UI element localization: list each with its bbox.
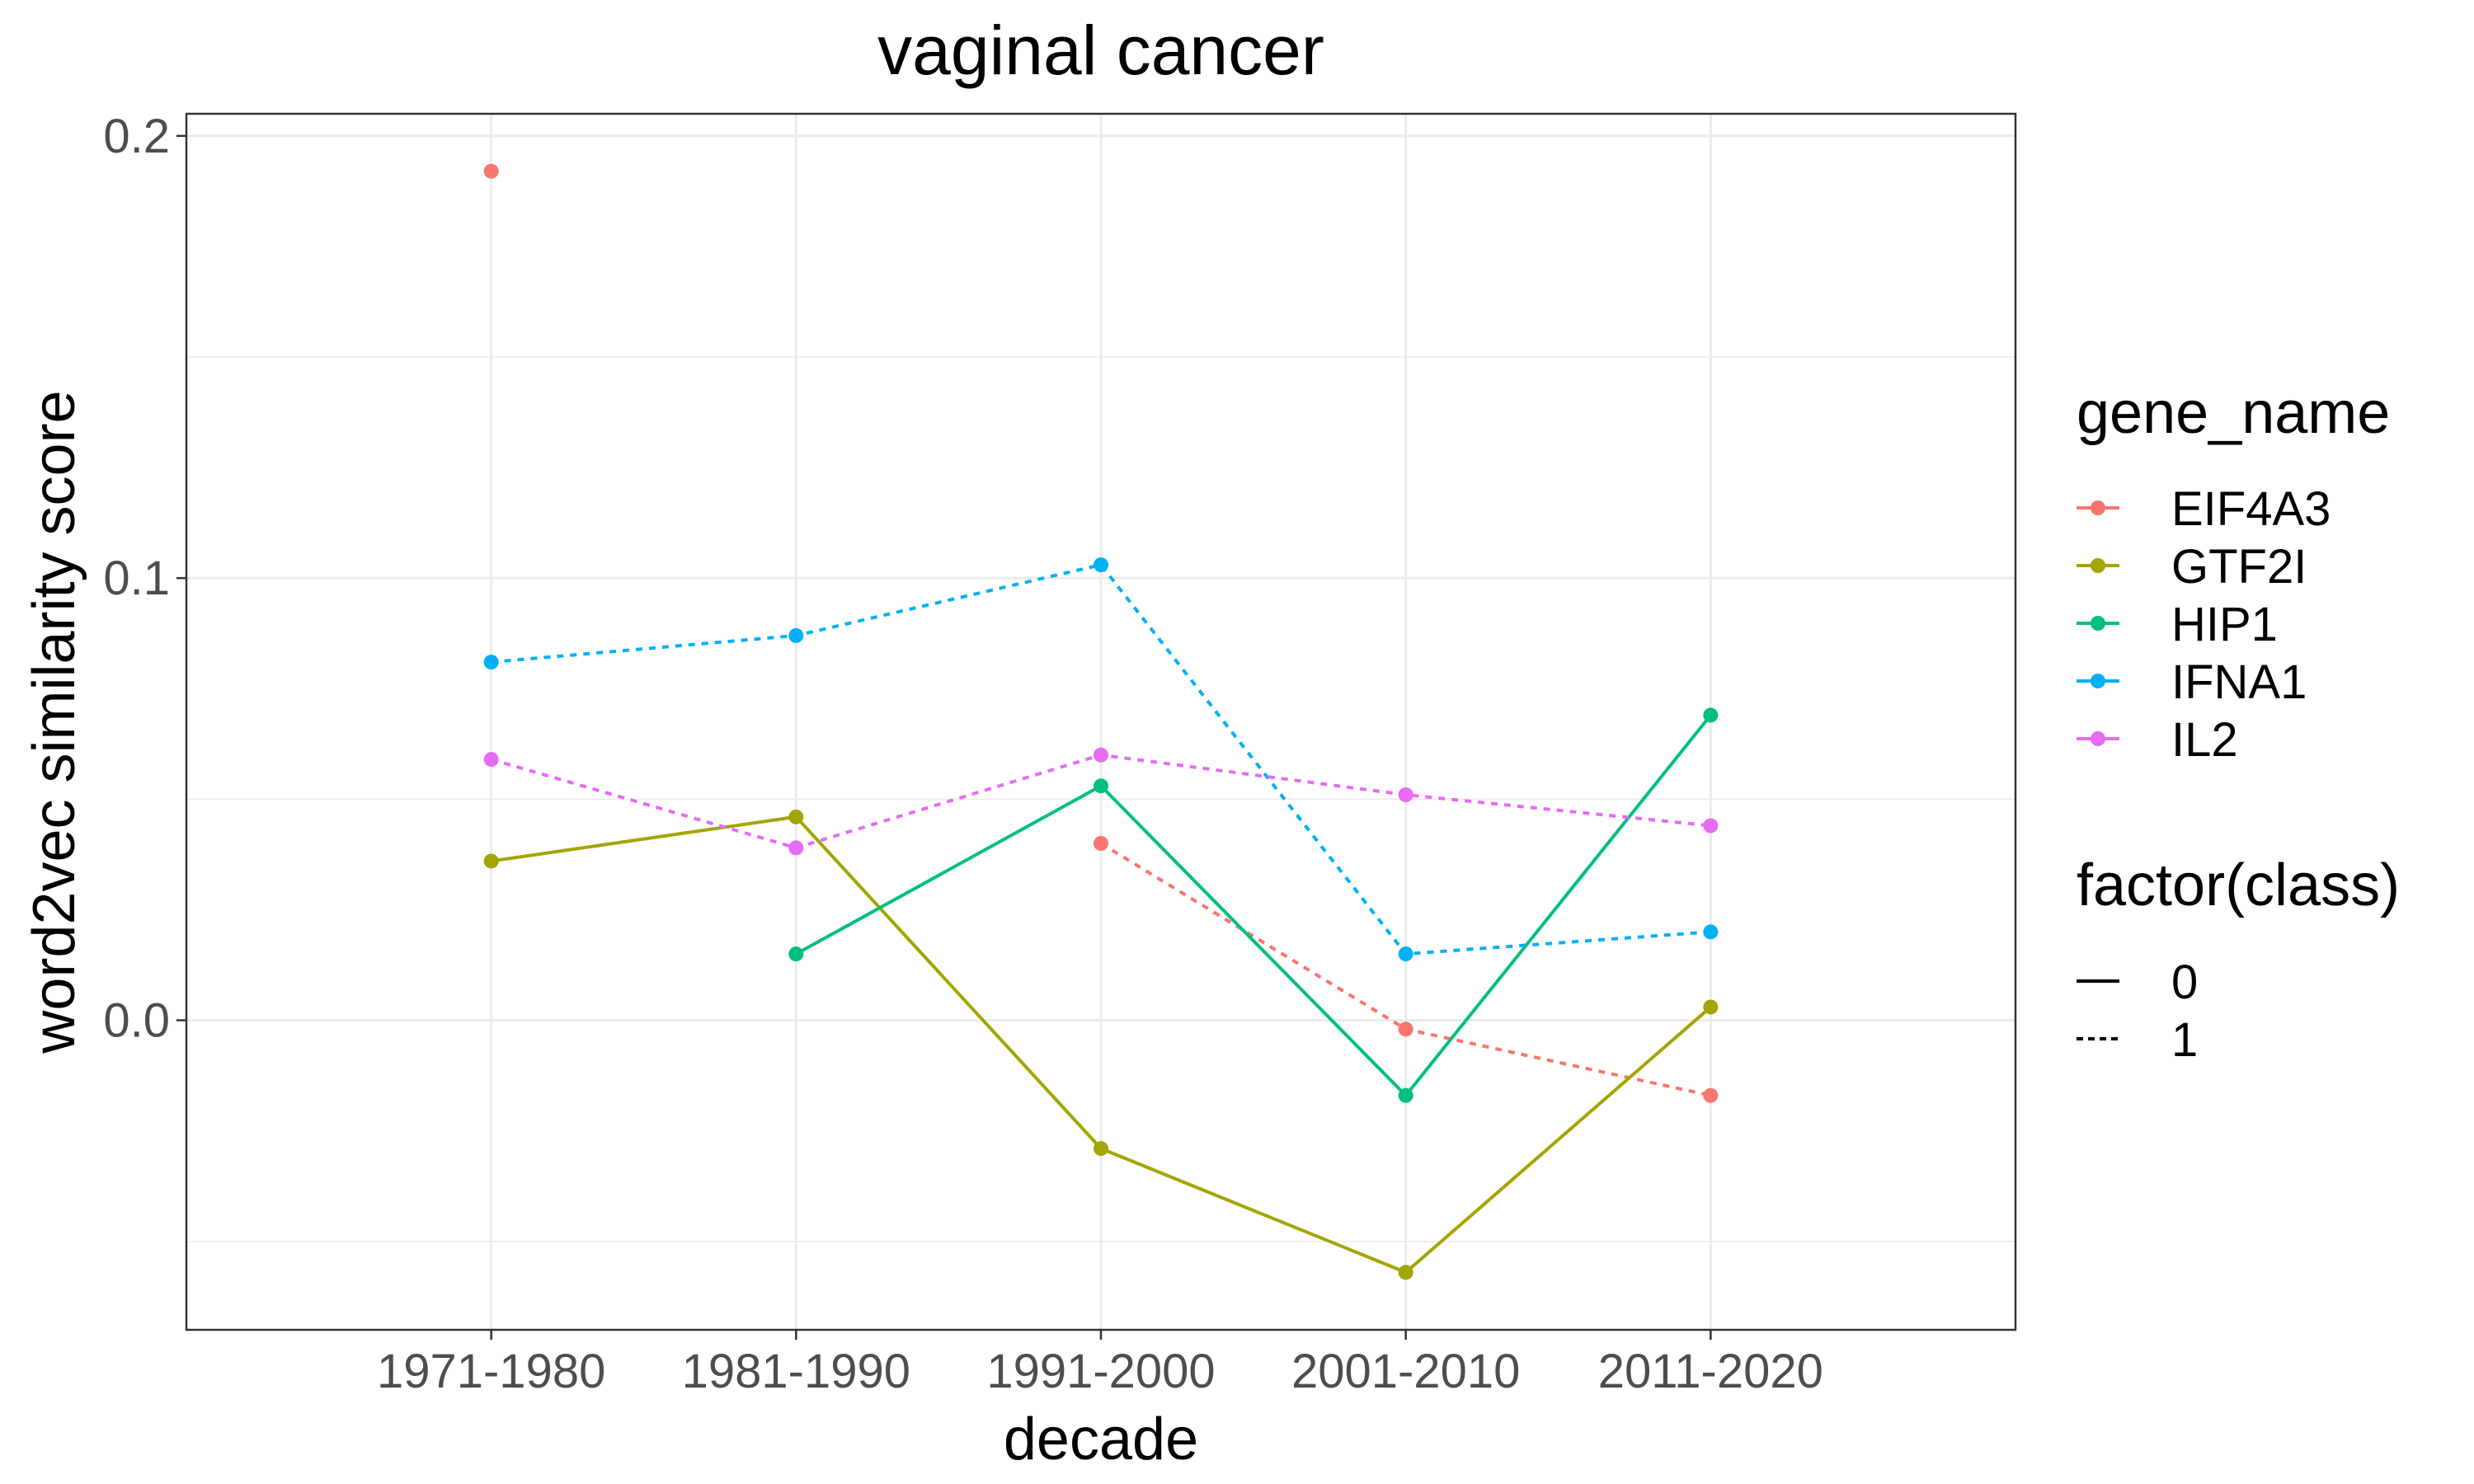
data-point [1398,1265,1413,1280]
data-point [788,946,804,962]
data-point [1703,818,1719,834]
data-point [1398,1021,1413,1037]
data-point [483,655,499,670]
legend-key-point [2091,616,2105,631]
data-point [1398,946,1413,962]
x-axis-title: decade [1004,1407,1198,1472]
chart-title: vaginal cancer [877,12,1324,89]
legend-item-eif4a3: EIF4A3 [2077,482,2331,536]
x-tick-label: 2001-2010 [1291,1345,1520,1398]
y-tick-label: 0.2 [103,110,170,163]
series-gtf2i [483,809,1719,1280]
legend-item-il2: IL2 [2077,713,2238,767]
y-tick-label: 0.0 [103,994,170,1048]
x-tick-label: 1991-2000 [986,1345,1215,1398]
data-point [788,840,804,856]
legend-item-gtf2i: GTF2I [2077,540,2307,594]
legend-key-point [2091,731,2105,746]
legend-key-point [2091,674,2105,688]
series-line [795,714,1712,1098]
legend-label: HIP1 [2171,598,2278,651]
legend-label: 1 [2171,1013,2198,1067]
data-point [1094,778,1108,794]
data-point [1094,747,1108,763]
series-line [491,562,1711,956]
legend-linetype-title: factor(class) [2077,852,2400,918]
y-tick-label: 0.1 [103,552,170,605]
legend-color-title: gene_name [2077,380,2390,446]
legend-label: GTF2I [2171,540,2307,594]
y-axis-title: word2vec similarity score [21,390,87,1054]
series-eif4a3 [483,163,1719,1103]
legend-item-class-1: 1 [2077,1013,2198,1067]
legend-key-point [2091,500,2105,515]
data-point [1094,836,1108,851]
data-point [1094,557,1108,573]
data-point [1094,1141,1108,1157]
x-tick-label: 1981-1990 [682,1345,910,1398]
legend-label: EIF4A3 [2171,482,2331,536]
legend-label: IL2 [2171,713,2238,767]
data-point [483,163,499,179]
x-tick-label: 2011-2020 [1598,1345,1823,1398]
legend-label: IFNA1 [2171,655,2307,709]
data-point [1703,1087,1719,1103]
axis-ticks: 0.0 0.1 0.2 1971-1980 1981-1990 1991-2000 2001… [103,110,1823,1398]
data-point [1398,787,1413,802]
legend-item-class-0: 0 [2077,956,2198,1009]
legend-label: 0 [2171,956,2198,1009]
series-hip1 [788,707,1719,1103]
data-point [1703,924,1719,940]
legend-item-hip1: HIP1 [2077,598,2278,651]
data-point [788,627,804,643]
series-il2 [483,747,1719,856]
legend-item-ifna1: IFNA1 [2077,655,2307,709]
data-point [483,752,499,768]
x-tick-label: 1971-1980 [377,1345,605,1398]
data-point [1703,707,1719,723]
data-point [1398,1087,1413,1103]
data-point [788,809,804,824]
data-point [483,853,499,869]
legend-key-point [2091,558,2105,573]
series-layer [483,163,1719,1280]
series-ifna1 [483,557,1719,962]
data-point [1703,999,1719,1015]
